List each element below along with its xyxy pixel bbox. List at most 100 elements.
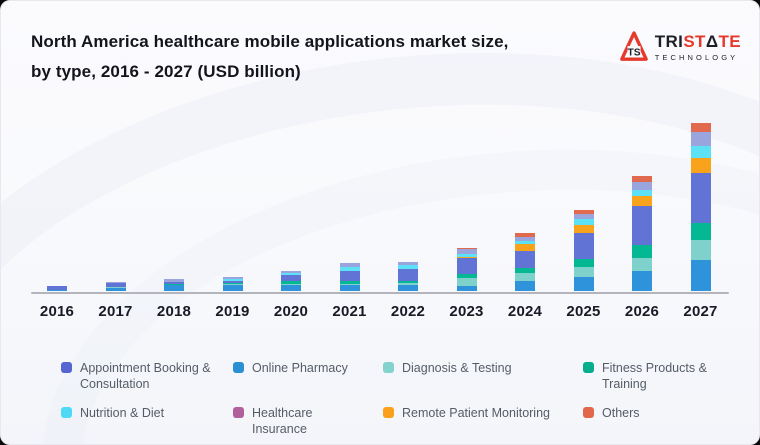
segment-diagnosis-testing	[222, 283, 243, 286]
segment-appointment-booking-consultation	[105, 283, 126, 288]
segment-healthcare-insurance	[690, 131, 711, 147]
segment-appointment-booking-consultation	[47, 286, 67, 290]
legend-label-nutrition-diet: Nutrition & Diet	[80, 406, 165, 420]
segment-others	[573, 210, 594, 214]
segment-diagnosis-testing	[573, 267, 594, 277]
bar-2022	[398, 261, 418, 291]
segment-remote-patient-monitoring	[632, 196, 652, 206]
segment-nutrition-diet	[456, 253, 477, 258]
segment-fitness-products-training	[281, 281, 301, 284]
legend-swatch-diagnosis-testing	[383, 362, 394, 373]
legend-item-online-pharmacy: Online Pharmacy	[233, 360, 383, 392]
x-axis-label-2016: 2016	[39, 303, 75, 320]
segment-online-pharmacy	[164, 285, 184, 291]
x-axis-label-2023: 2023	[449, 303, 484, 320]
legend-swatch-healthcare-insurance	[233, 407, 244, 418]
segment-nutrition-diet	[690, 146, 711, 158]
segment-online-pharmacy	[339, 285, 360, 291]
segment-diagnosis-testing	[456, 277, 477, 286]
segment-appointment-booking-consultation	[222, 281, 243, 284]
segment-others	[515, 233, 535, 238]
segment-diagnosis-testing	[515, 273, 535, 281]
segment-diagnosis-testing	[690, 240, 711, 260]
segment-appointment-booking-consultation	[398, 269, 418, 281]
chart-title: North America healthcare mobile applicat…	[31, 27, 508, 87]
legend-label-diagnosis-testing: Diagnosis & Testing	[402, 361, 512, 375]
segment-online-pharmacy	[105, 287, 126, 291]
segment-appointment-booking-consultation	[281, 275, 301, 282]
chart-title-line2: by type, 2016 - 2027 (USD billion)	[31, 62, 301, 81]
logo-text-st: ST	[683, 32, 706, 51]
legend-label-remote-patient-monitoring: Remote Patient Monitoring	[402, 406, 550, 420]
x-axis-label-2018: 2018	[156, 303, 192, 320]
legend-swatch-nutrition-diet	[61, 407, 72, 418]
segment-nutrition-diet	[515, 241, 535, 245]
legend-label-fitness-products-training: Fitness Products & Training	[602, 361, 707, 391]
segment-appointment-booking-consultation	[573, 233, 594, 260]
segment-diagnosis-testing	[281, 283, 301, 285]
segment-online-pharmacy	[573, 276, 594, 291]
segment-remote-patient-monitoring	[515, 244, 535, 252]
header: North America healthcare mobile applicat…	[31, 27, 741, 87]
bar-2023	[456, 248, 477, 291]
segment-healthcare-insurance	[281, 271, 301, 273]
bar-2020	[281, 271, 301, 291]
segment-healthcare-insurance	[398, 261, 418, 266]
legend-item-nutrition-diet: Nutrition & Diet	[61, 405, 233, 437]
segment-healthcare-insurance	[339, 263, 360, 268]
segment-nutrition-diet	[281, 272, 301, 276]
legend-item-diagnosis-testing: Diagnosis & Testing	[383, 360, 583, 392]
x-axis-label-2024: 2024	[507, 303, 543, 320]
bar-2025	[573, 210, 594, 291]
segment-fitness-products-training	[690, 222, 711, 241]
segment-healthcare-insurance	[164, 278, 184, 283]
segment-online-pharmacy	[690, 259, 711, 291]
legend-item-appointment-booking-consultation: Appointment Booking & Consultation	[61, 360, 233, 392]
bar-2017	[105, 281, 126, 291]
segment-online-pharmacy	[222, 285, 243, 291]
bar-2024	[515, 233, 535, 291]
x-axis-label-2017: 2017	[98, 303, 133, 320]
legend-label-healthcare-insurance: Healthcare Insurance	[252, 406, 313, 436]
logo-text-te: TE	[718, 32, 741, 51]
x-axis-label-2022: 2022	[390, 303, 426, 320]
segment-appointment-booking-consultation	[164, 282, 184, 285]
x-axis-label-2027: 2027	[683, 303, 718, 320]
segment-healthcare-insurance	[573, 213, 594, 220]
logo-text-tri: TRI	[654, 32, 684, 51]
legend-swatch-others	[583, 407, 594, 418]
segment-healthcare-insurance	[456, 249, 477, 254]
segment-nutrition-diet	[339, 267, 360, 271]
x-axis-label-2019: 2019	[215, 303, 250, 320]
segment-healthcare-insurance	[515, 237, 535, 242]
bar-2027	[690, 123, 711, 291]
legend-swatch-fitness-products-training	[583, 362, 594, 373]
segment-remote-patient-monitoring	[573, 225, 594, 234]
segment-diagnosis-testing	[339, 284, 360, 286]
segment-appointment-booking-consultation	[515, 251, 535, 268]
segment-fitness-products-training	[398, 280, 418, 284]
legend: Appointment Booking & Consultation Online…	[61, 360, 759, 437]
segment-healthcare-insurance	[105, 281, 126, 284]
chart-title-line1: North America healthcare mobile applicat…	[31, 32, 509, 51]
company-logo: TS TRISTΔTE TECHNOLOGY	[619, 29, 741, 87]
legend-item-others: Others	[583, 405, 759, 437]
segment-remote-patient-monitoring	[456, 257, 477, 259]
segment-appointment-booking-consultation	[632, 205, 652, 246]
segment-online-pharmacy	[47, 289, 67, 291]
bar-2026	[632, 176, 652, 291]
segment-online-pharmacy	[281, 285, 301, 291]
segment-nutrition-diet	[222, 279, 243, 282]
x-axis-label-2021: 2021	[332, 303, 367, 320]
segment-fitness-products-training	[339, 281, 360, 285]
segment-appointment-booking-consultation	[456, 258, 477, 275]
segment-nutrition-diet	[573, 219, 594, 226]
x-axis-label-2025: 2025	[566, 303, 601, 320]
logo-triangle-icon: TS	[619, 31, 648, 61]
x-axis-line	[31, 292, 729, 294]
segment-fitness-products-training	[573, 259, 594, 268]
logo-ts-monogram: TS	[627, 47, 640, 58]
logo-text-a-triangle: Δ	[705, 32, 719, 51]
bar-2016	[47, 285, 67, 291]
